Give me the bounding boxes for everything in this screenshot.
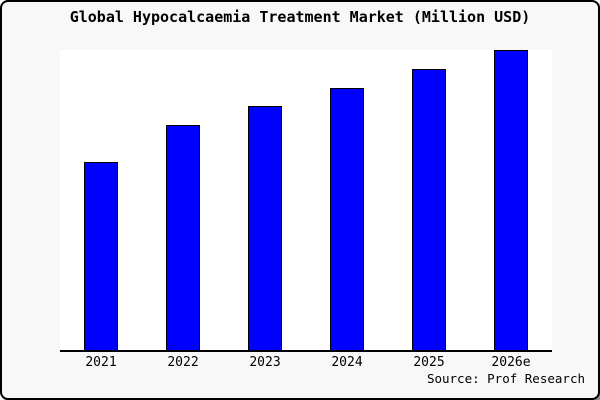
- x-tick-label-2023: 2023: [249, 355, 281, 370]
- bar-2021: [84, 162, 118, 350]
- bar-2025: [412, 69, 446, 350]
- x-tick-label-2026e: 2026e: [491, 355, 531, 370]
- plot-area: [60, 50, 552, 352]
- chart-title: Global Hypocalcaemia Treatment Market (M…: [69, 8, 531, 26]
- x-tick-label-2025: 2025: [413, 355, 445, 370]
- x-tick-label-2022: 2022: [167, 355, 199, 370]
- x-axis-labels: 2021 2022 2023 2024 2025 2026e: [60, 355, 552, 373]
- x-tick-label-2021: 2021: [85, 355, 117, 370]
- bar-2023: [248, 106, 282, 350]
- source-text: Source: Prof Research: [426, 371, 585, 386]
- bar-2024: [330, 88, 364, 350]
- bar-2026e: [494, 50, 528, 350]
- bar-2022: [166, 125, 200, 350]
- x-tick-label-2024: 2024: [331, 355, 363, 370]
